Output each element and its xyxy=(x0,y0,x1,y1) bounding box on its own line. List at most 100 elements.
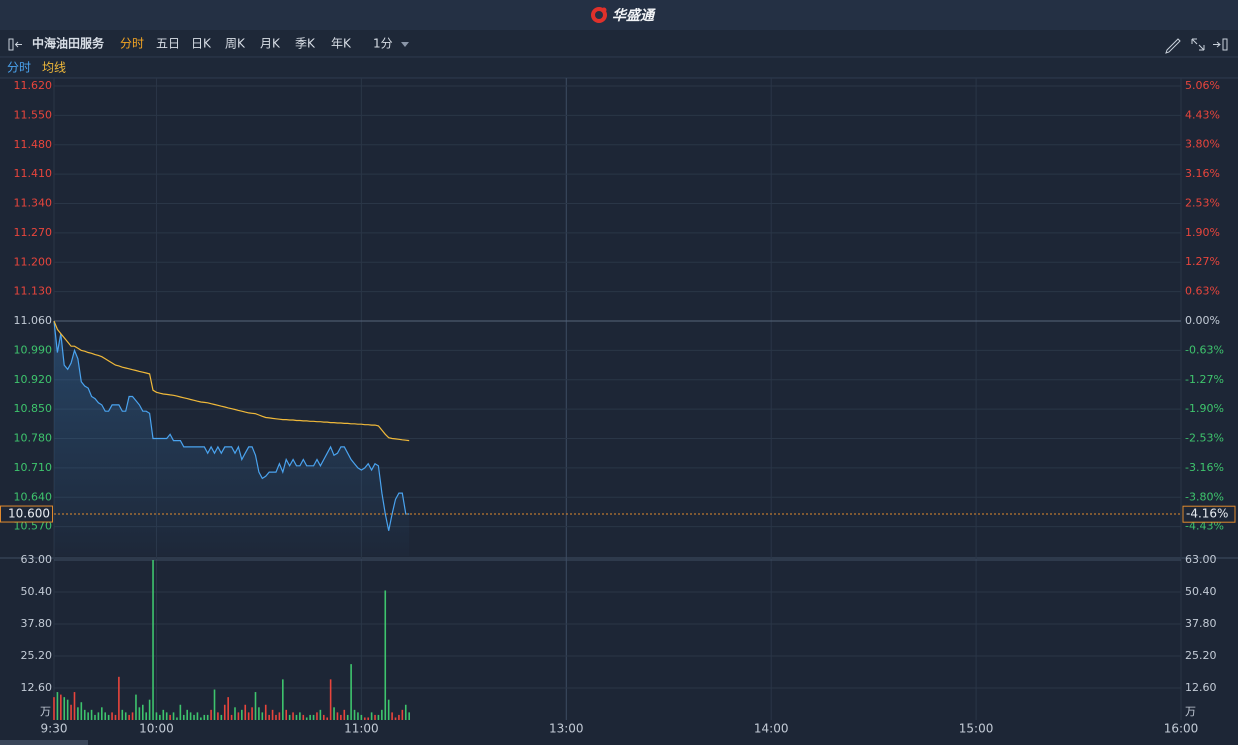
legend-bar xyxy=(0,58,1238,78)
y2-tick-label: 2.53% xyxy=(1185,197,1220,210)
volume-bar xyxy=(131,712,134,720)
volume-bar xyxy=(322,714,325,720)
volume-bar xyxy=(53,697,55,720)
dropdown-arrow[interactable] xyxy=(401,42,409,47)
volume-bar xyxy=(404,704,407,720)
toolbar-icons[interactable] xyxy=(1165,38,1228,54)
tab[interactable]: 1分 xyxy=(373,37,393,51)
volume-bar xyxy=(186,709,188,720)
y2-tick-label: 12.60 xyxy=(1185,681,1217,694)
y2-tick-label: 5.06% xyxy=(1185,79,1220,92)
y2-tick-label: 1.27% xyxy=(1185,255,1220,268)
volume-bar xyxy=(206,714,209,720)
volume-bar xyxy=(353,709,356,720)
y2-tick-label: 63.00 xyxy=(1185,553,1217,566)
volume-bar xyxy=(398,714,400,720)
y-tick-label: 10.920 xyxy=(14,373,53,386)
tab[interactable]: 月K xyxy=(260,37,281,51)
y2-tick-label: -0.63% xyxy=(1185,343,1224,356)
volume-bar xyxy=(275,714,277,720)
scrollbar[interactable] xyxy=(0,740,88,745)
volume-bar xyxy=(367,717,369,720)
tab[interactable]: 分时 xyxy=(120,37,144,51)
series-line xyxy=(53,320,410,442)
last-price-label: 10.600 xyxy=(8,507,50,521)
volume-bar xyxy=(360,714,363,720)
volume-bar xyxy=(387,699,390,720)
volume-bar xyxy=(278,712,281,720)
y-tick-label: 11.550 xyxy=(14,108,53,121)
tab[interactable]: 五日 xyxy=(156,37,180,51)
y-tick-label: 11.200 xyxy=(14,255,53,268)
volume-bar xyxy=(104,712,107,720)
y2-tick-label: 0.00% xyxy=(1185,314,1220,327)
last-price-box xyxy=(0,505,53,523)
volume-bar xyxy=(295,714,298,720)
y2-tick-label: 1.90% xyxy=(1185,226,1220,239)
volume-bar xyxy=(374,714,376,720)
y-tick-label: 11.410 xyxy=(14,167,53,180)
volume-bar xyxy=(251,707,253,720)
y-tick-label: 12.60 xyxy=(21,681,53,694)
y2-tick-label: -3.80% xyxy=(1185,490,1224,503)
tab[interactable]: 周K xyxy=(225,37,246,51)
volume-bar xyxy=(107,714,110,720)
volume-bar xyxy=(305,717,308,720)
volume-bar xyxy=(152,560,154,720)
volume-bar xyxy=(363,717,366,720)
y-tick-label: 11.130 xyxy=(14,285,53,298)
y-tick-label: 63.00 xyxy=(21,553,53,566)
volume-bar xyxy=(326,717,329,720)
y-tick-label: 10.710 xyxy=(14,461,53,474)
volume-bar xyxy=(247,712,250,720)
x-tick-label: 13:00 xyxy=(549,722,584,736)
y2-tick-label: -4.43% xyxy=(1185,520,1224,533)
last-change-label: -4.16% xyxy=(1186,507,1228,521)
header-bar xyxy=(0,0,1238,30)
logo-icon xyxy=(591,7,607,23)
unit-label: 万 xyxy=(1185,705,1196,718)
y-tick-label: 10.850 xyxy=(14,402,53,415)
volume-bar xyxy=(128,714,130,720)
volume-bar xyxy=(384,590,387,720)
volume-bar xyxy=(176,717,178,720)
tab[interactable]: 年K xyxy=(331,37,352,51)
y2-tick-label: -2.53% xyxy=(1185,432,1224,445)
y-tick-label: 10.640 xyxy=(14,490,53,503)
y-tick-label: 10.570 xyxy=(14,520,53,533)
volume-bar xyxy=(60,694,62,720)
volume-bar xyxy=(182,714,185,720)
y2-tick-label: 0.63% xyxy=(1185,285,1220,298)
volume-bar xyxy=(97,712,100,720)
volume-bar xyxy=(87,712,89,720)
y-tick-label: 10.990 xyxy=(14,343,53,356)
volume-bar xyxy=(319,709,322,720)
logo-text: 华盛通 xyxy=(612,7,656,24)
volume-bar xyxy=(90,709,93,720)
volume-bar xyxy=(370,712,373,720)
volume-bar xyxy=(169,714,171,720)
tab[interactable]: 季K xyxy=(295,37,316,51)
y-tick-label: 11.270 xyxy=(14,226,53,239)
volume-bar xyxy=(329,679,332,720)
volume-bar xyxy=(227,697,229,720)
x-tick-label: 14:00 xyxy=(754,722,789,736)
y2-tick-label: -3.16% xyxy=(1185,461,1224,474)
y2-tick-label: -1.27% xyxy=(1185,373,1224,386)
y2-tick-label: -1.90% xyxy=(1185,402,1224,415)
volume-bar xyxy=(56,692,59,720)
volume-bar xyxy=(264,704,267,720)
volume-bar xyxy=(357,712,359,720)
volume-bar xyxy=(333,707,335,720)
y-tick-label: 11.620 xyxy=(14,79,53,92)
volume-bar xyxy=(94,714,96,720)
volume-bar xyxy=(237,712,240,720)
volume-bar xyxy=(193,714,195,720)
volume-bar xyxy=(66,699,69,720)
volume-bar xyxy=(70,704,72,720)
volume-bar xyxy=(350,664,352,720)
tab[interactable]: 日K xyxy=(191,37,212,51)
volume-bar xyxy=(340,714,342,720)
volume-bar xyxy=(285,709,288,720)
unit-label: 万 xyxy=(40,705,51,718)
